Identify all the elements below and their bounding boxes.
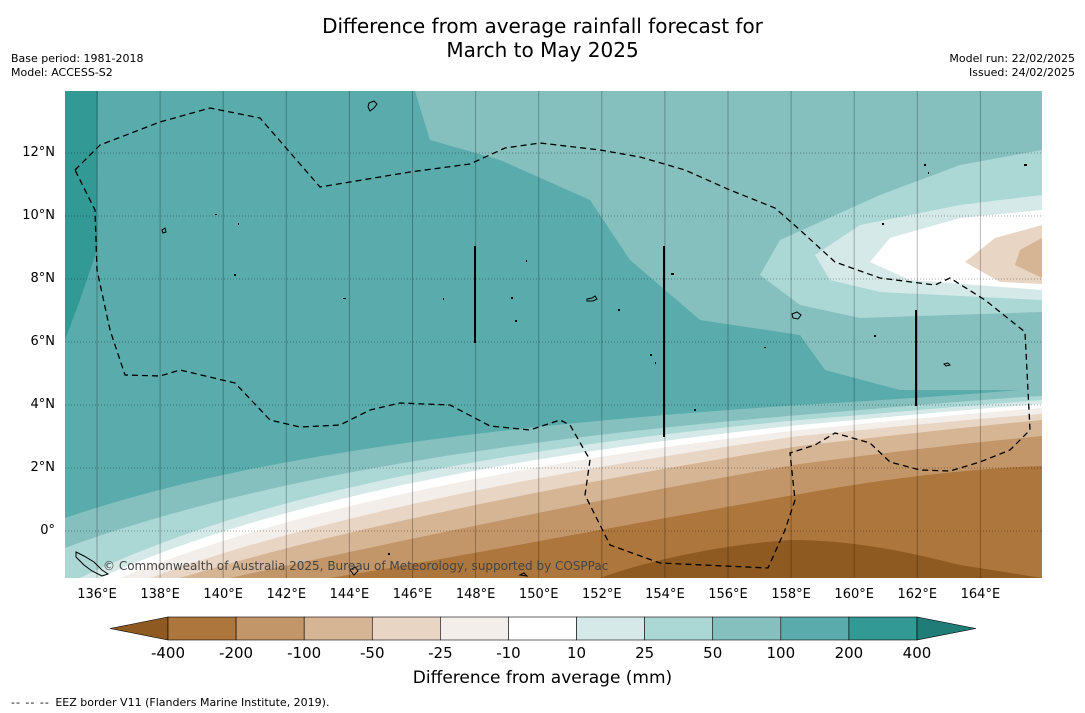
latitude-label: 4°N [30,397,56,412]
island-kosrae [943,362,951,367]
dry-50-east [1015,238,1042,278]
latitude-label: 8°N [30,271,56,286]
eez-meridian-lines [474,246,917,437]
colorbar-swatch [576,616,645,641]
colorbar-tick-label: 400 [902,644,932,662]
colorbar-tick-label: -100 [287,644,322,662]
island-yap [161,227,167,234]
colorbar-tick-label: 50 [703,644,723,662]
eez-legend-marker: -- -- -- [11,696,50,709]
longitude-label: 164°E [960,587,1001,602]
meta-left: Base period: 1981-2018 Model: ACCESS-S2 [11,52,143,80]
colorbar-tick-label: 10 [566,644,587,662]
longitude-label: 138°E [140,587,180,602]
island-manus [349,566,359,576]
longitude-label: 160°E [834,587,874,602]
dry-25-east [965,225,1042,284]
colorbar-tick-label: -25 [428,644,453,662]
colorbar-tick-label: 200 [834,644,864,662]
colorbar-tick-label: -400 [150,644,186,662]
longitude-label: 148°E [455,587,496,602]
longitude-label: 144°E [329,587,370,602]
colorbar-swatch [371,616,441,641]
copyright-credit: © Commonwealth of Australia 2025, Bureau… [103,559,609,573]
title-line-1: Difference from average rainfall forecas… [322,14,763,38]
longitude-label: 142°E [266,587,307,602]
island-small-south [518,572,529,577]
colorbar-extend-low [109,616,169,641]
colorbar-tick-label: 100 [766,644,796,662]
colorbar [109,616,977,641]
colorbar-tick-label: -50 [360,644,385,662]
colorbar-swatch [303,616,373,641]
colorbar-swatch [167,616,237,641]
longitude-label: 136°E [77,587,117,602]
wet-200-west [65,91,98,340]
title-line-2: March to May 2025 [446,38,639,62]
island-chuuk [586,295,598,302]
longitude-label: 156°E [708,587,748,602]
meta-right: Model run: 22/02/2025 Issued: 24/02/2025 [949,52,1075,80]
eez-federated-states-micronesia [74,107,1031,569]
eez-borders [74,107,1031,569]
model-name: Model: ACCESS-S2 [11,66,113,79]
colorbar-tick-label: -200 [219,644,254,662]
model-run: Model run: 22/02/2025 [949,52,1075,65]
latitude-label: 12°N [22,145,55,160]
colorbar-tick-label: -10 [496,644,521,662]
latitude-label: 2°N [30,460,56,475]
colorbar-swatch [235,616,305,641]
colorbar-swatch [508,616,577,641]
latitude-label: 10°N [22,208,55,223]
colorbar-swatch [644,616,714,641]
colorbar-title: Difference from average (mm) [412,668,673,688]
colorbar-tick-label: 25 [635,644,655,662]
dry-400-south [600,540,1042,578]
colorbar-swatch [440,616,509,641]
longitude-label: 154°E [645,587,685,602]
eez-legend-text: EEZ border V11 (Flanders Marine Institut… [55,696,330,709]
longitude-label: 162°E [897,587,938,602]
longitude-label: 146°E [392,587,433,602]
colorbar-swatch [780,616,850,641]
longitude-label: 150°E [518,587,559,602]
colorbar-extend-high [916,616,977,641]
longitude-label: 152°E [582,587,622,602]
islands [75,100,951,577]
footer-legend: -- -- -- EEZ border V11 (Flanders Marine… [11,696,329,709]
island-new-guinea [75,551,110,577]
latitude-label: 6°N [30,334,56,349]
issued-date: Issued: 24/02/2025 [968,66,1075,79]
base-period: Base period: 1981-2018 [11,52,144,65]
longitude-label: 140°E [203,587,243,602]
colorbar-swatch [712,616,782,641]
island-guam [367,100,378,112]
map-area [65,91,1042,578]
latitude-label: 0° [40,523,55,538]
atoll-dots [215,164,1027,555]
island-pohnpei [791,311,802,320]
chart-title: Difference from average rainfall forecas… [0,14,1085,62]
graticule [65,91,1042,578]
longitude-label: 158°E [771,587,811,602]
colorbar-swatch [848,616,918,641]
